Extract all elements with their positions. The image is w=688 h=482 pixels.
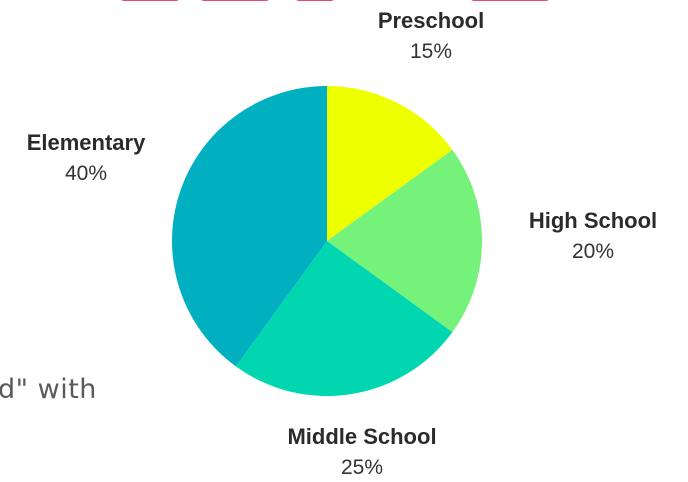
cut-off-body-text: d" with	[0, 374, 97, 405]
slice-name-elementary: Elementary	[26, 130, 146, 155]
pie-slice-middle-school	[235, 241, 453, 396]
slice-name-middle-school: Middle School	[287, 424, 437, 449]
slice-label-preschool: Preschool 15%	[378, 8, 484, 66]
slice-value-high-school: 20%	[571, 240, 615, 263]
cut-off-title-fragment	[0, 0, 688, 12]
slice-label-middle-school: Middle School 25%	[287, 424, 436, 482]
slice-value-elementary: 40%	[64, 162, 108, 185]
slice-value-middle-school: 25%	[340, 456, 384, 479]
slice-name-high-school: High School	[528, 208, 658, 233]
pie-slice-elementary	[171, 85, 327, 367]
pie-slice-preschool	[327, 86, 453, 241]
slice-name-preschool: Preschool	[377, 8, 485, 33]
slice-value-preschool: 15%	[409, 40, 453, 63]
pie-slice-high-school	[327, 149, 483, 333]
slice-label-high-school: High School 20%	[529, 208, 657, 266]
slice-label-elementary: Elementary 40%	[27, 130, 146, 188]
